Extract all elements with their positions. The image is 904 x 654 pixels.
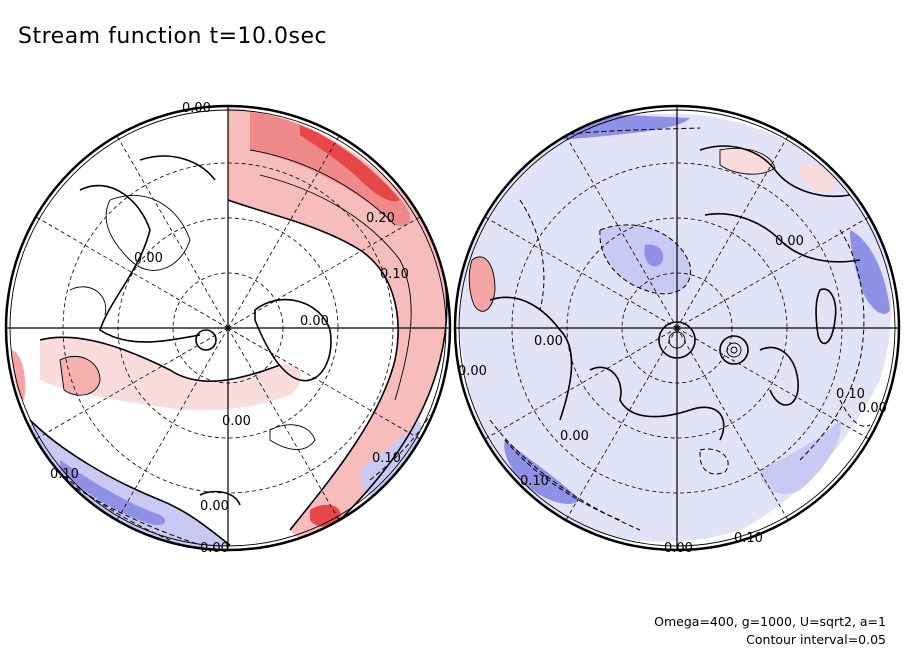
contour-label: 0.10	[372, 451, 401, 466]
positive-region	[60, 356, 100, 396]
contour-label: 0.00	[200, 541, 229, 556]
contour-label: 0.10	[520, 474, 549, 489]
contour-label: 0.00	[664, 541, 693, 556]
contour-label: 0.00	[134, 251, 163, 266]
contour-label: 0.20	[366, 211, 395, 226]
contour-label: 0.00	[458, 364, 487, 379]
chart-title: Stream function t=10.0sec	[18, 24, 328, 49]
negative-region	[850, 230, 890, 314]
negative-region	[60, 460, 166, 526]
right-hemisphere: 0.00 0.00 0.00 0.00 0.10 0.00 0.10 0.00 …	[453, 104, 901, 556]
contour-label: 0.10	[836, 387, 865, 402]
positive-region	[300, 125, 400, 202]
positive-region	[12, 350, 26, 400]
contour-label: 0.00	[200, 499, 229, 514]
contour-label: 0.10	[734, 531, 763, 546]
parameters-annotation: Omega=400, g=1000, U=sqrt2, a=1	[654, 614, 886, 629]
contour-label: 0.00	[222, 414, 251, 429]
right-globe-outline	[453, 104, 901, 552]
negative-region	[760, 420, 841, 494]
positive-region	[800, 164, 836, 192]
contour-label: 0.00	[775, 234, 804, 249]
contour-label: 0.10	[50, 467, 79, 482]
contour-label: 0.00	[858, 401, 887, 416]
left-contour-labels: 0.00 0.00 0.00 0.00 0.20 0.10 0.10 0.10 …	[50, 101, 409, 556]
negative-region	[599, 224, 691, 294]
positive-region	[40, 337, 301, 411]
right-contour-labels: 0.00 0.00 0.00 0.00 0.10 0.00 0.10 0.00 …	[458, 234, 887, 556]
negative-region	[644, 244, 664, 267]
contour-label: 0.00	[534, 334, 563, 349]
contour-interval-annotation: Contour interval=0.05	[746, 632, 886, 647]
positive-region	[250, 112, 411, 227]
contour-label: 0.00	[182, 101, 211, 116]
contour-label: 0.00	[300, 314, 329, 329]
left-thin-contours	[59, 149, 412, 450]
left-hemisphere: 0.00 0.00 0.00 0.00 0.20 0.10 0.10 0.10 …	[4, 101, 452, 556]
positive-region	[720, 148, 775, 175]
positive-region	[469, 256, 495, 312]
negative-region	[30, 420, 230, 550]
contour-label: 0.00	[560, 429, 589, 444]
left-globe-outline	[4, 104, 452, 552]
contour-label: 0.10	[380, 267, 409, 282]
